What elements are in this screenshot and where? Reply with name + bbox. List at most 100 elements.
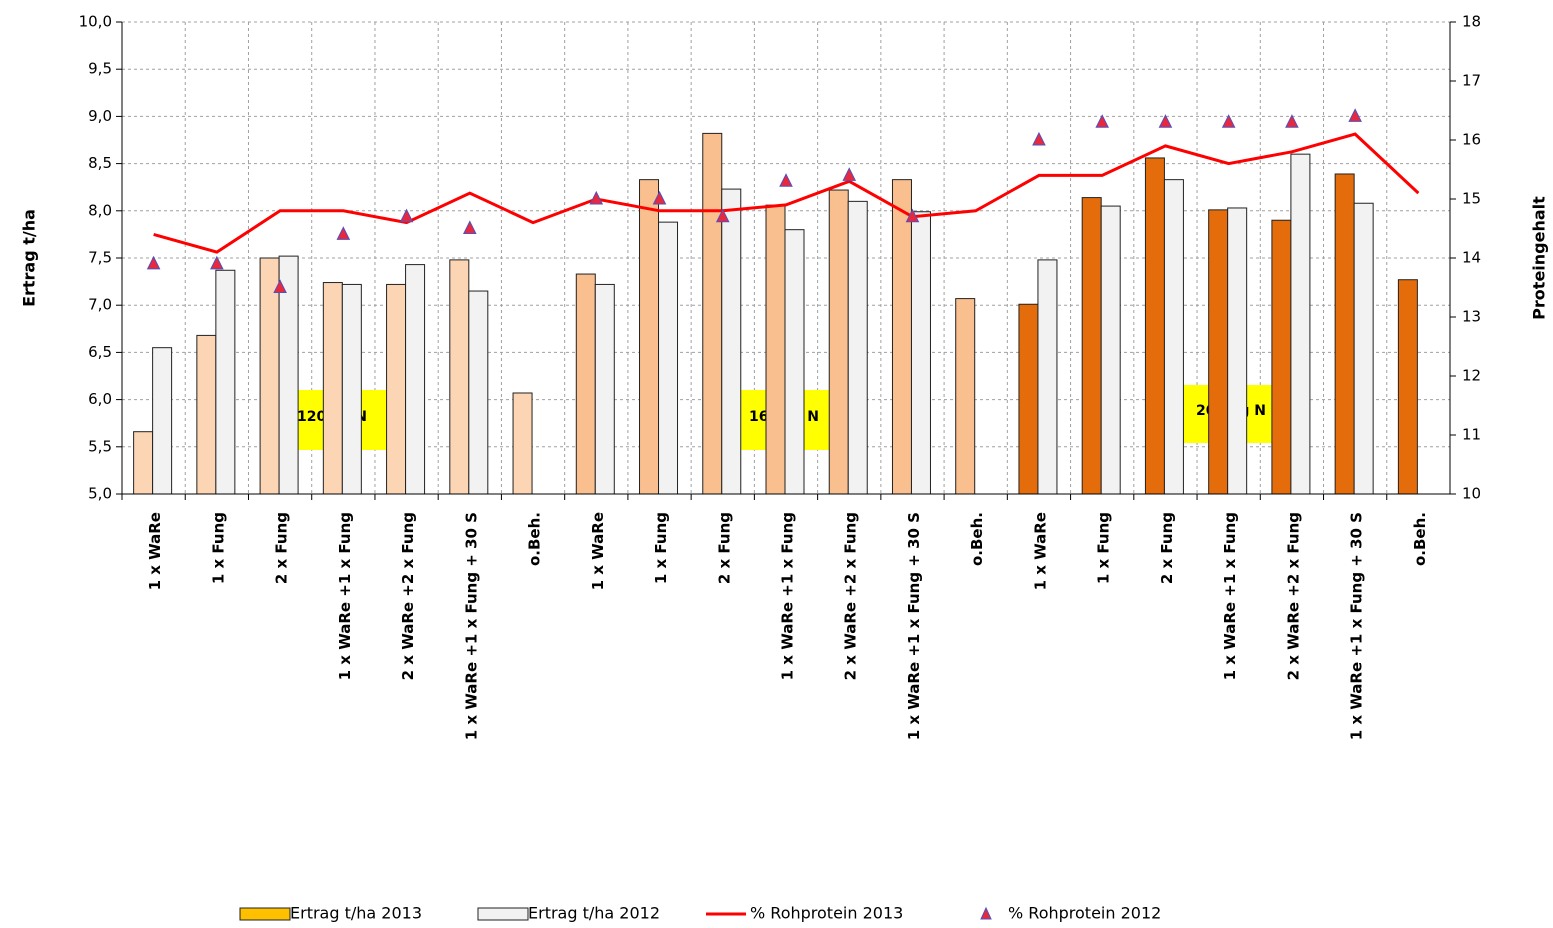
- bar: [133, 431, 154, 495]
- x-tick-label: 1 x WaRe: [589, 512, 607, 590]
- legend-label: % Rohprotein 2013: [750, 904, 903, 923]
- x-tick-label: 1 x WaRe +1 x Fung: [1221, 512, 1239, 680]
- y-tick-label: 5,0: [88, 485, 112, 503]
- x-tick-label: 2 x WaRe +2 x Fung: [1284, 512, 1302, 680]
- bar: [1353, 202, 1374, 495]
- marker: [652, 190, 667, 205]
- bar: [322, 282, 343, 495]
- legend-label: Ertrag t/ha 2013: [290, 904, 422, 923]
- y-tick-label: 10,0: [79, 13, 112, 31]
- y-tick-label: 5,5: [88, 437, 112, 455]
- y2-tick-label: 15: [1462, 190, 1481, 208]
- marker: [273, 279, 287, 293]
- bar: [341, 283, 362, 495]
- x-tick-label: o.Beh.: [968, 512, 986, 566]
- legend-swatch: [239, 907, 291, 921]
- y2-tick-label: 13: [1462, 308, 1481, 326]
- bar: [1397, 279, 1418, 495]
- y2-tick-label: 17: [1462, 72, 1481, 90]
- bar: [259, 257, 280, 495]
- bar: [215, 269, 236, 495]
- y2-axis-title: Proteingehalt: [1530, 196, 1549, 320]
- marker: [1348, 108, 1362, 122]
- legend-swatch: [980, 906, 992, 920]
- y-tick-label: 6,5: [88, 343, 112, 361]
- marker: [842, 167, 857, 181]
- x-tick-label: 2 x WaRe +2 x Fung: [399, 512, 417, 680]
- bar: [891, 179, 912, 495]
- bar: [468, 290, 489, 495]
- x-tick-label: 1 x WaRe +1 x Fung + 30 S: [1348, 512, 1366, 740]
- marker: [779, 173, 793, 187]
- marker: [1158, 114, 1173, 128]
- marker: [715, 208, 730, 223]
- bar: [152, 347, 173, 495]
- bar: [721, 188, 742, 495]
- line: [153, 132, 1420, 254]
- y-tick-label: 9,0: [88, 107, 112, 125]
- bar: [1227, 207, 1248, 495]
- x-tick-label: 1 x WaRe: [146, 512, 164, 590]
- bar: [765, 204, 786, 495]
- y-axis-title: Ertrag t/ha: [20, 209, 39, 307]
- bar: [910, 211, 931, 495]
- bar: [405, 264, 426, 495]
- bar: [575, 273, 596, 495]
- bar: [1144, 157, 1165, 495]
- bar: [702, 132, 723, 495]
- x-tick-label: 1 x Fung: [209, 512, 227, 584]
- legend-label: Ertrag t/ha 2012: [528, 904, 660, 923]
- bar: [1163, 179, 1184, 495]
- marker: [336, 226, 351, 240]
- x-tick-label: 2 x WaRe +2 x Fung: [842, 512, 860, 680]
- x-tick-label: 1 x WaRe +1 x Fung + 30 S: [905, 512, 923, 740]
- y-tick-label: 9,5: [88, 60, 112, 78]
- bar: [784, 229, 805, 495]
- marker: [1095, 114, 1109, 128]
- marker: [399, 208, 414, 223]
- bar: [828, 189, 849, 495]
- bar: [1037, 259, 1058, 495]
- x-tick-label: 1 x WaRe +1 x Fung: [779, 512, 797, 680]
- x-tick-label: 1 x WaRe: [1031, 512, 1049, 590]
- x-tick-label: o.Beh.: [526, 512, 544, 566]
- bar: [847, 200, 868, 495]
- y-tick-label: 7,0: [88, 296, 112, 314]
- y-tick-label: 6,0: [88, 390, 112, 408]
- marker: [589, 190, 604, 205]
- y2-tick-label: 18: [1462, 13, 1481, 31]
- marker: [146, 255, 161, 270]
- bar: [386, 283, 407, 495]
- bar: [1018, 303, 1039, 495]
- bar: [594, 283, 615, 495]
- marker: [905, 208, 920, 223]
- bar: [196, 334, 217, 495]
- marker: [1285, 114, 1299, 128]
- bar: [1208, 209, 1229, 495]
- x-tick-label: 1 x WaRe +1 x Fung: [336, 512, 354, 680]
- x-tick-label: 1 x WaRe +1 x Fung + 30 S: [462, 512, 480, 740]
- marker: [1032, 131, 1046, 146]
- y-tick-label: 8,5: [88, 154, 112, 172]
- bar: [1271, 219, 1292, 495]
- legend-swatch: [477, 907, 529, 921]
- marker: [463, 220, 477, 234]
- x-tick-label: 1 x Fung: [652, 512, 670, 584]
- bar: [1290, 153, 1311, 495]
- bar: [512, 392, 533, 495]
- y2-tick-label: 12: [1462, 367, 1481, 385]
- marker: [1221, 114, 1236, 128]
- bar: [1334, 173, 1355, 495]
- y-tick-label: 7,5: [88, 249, 112, 267]
- x-tick-label: o.Beh.: [1411, 512, 1429, 566]
- y2-tick-label: 10: [1462, 485, 1481, 503]
- x-tick-label: 2 x Fung: [273, 512, 291, 584]
- bar: [1100, 205, 1121, 495]
- bar: [639, 179, 660, 495]
- y-tick-label: 8,0: [88, 201, 112, 219]
- x-tick-label: 2 x Fung: [715, 512, 733, 584]
- marker: [210, 255, 224, 270]
- y2-tick-label: 16: [1462, 131, 1481, 149]
- x-tick-label: 2 x Fung: [1158, 512, 1176, 584]
- bar: [955, 298, 976, 495]
